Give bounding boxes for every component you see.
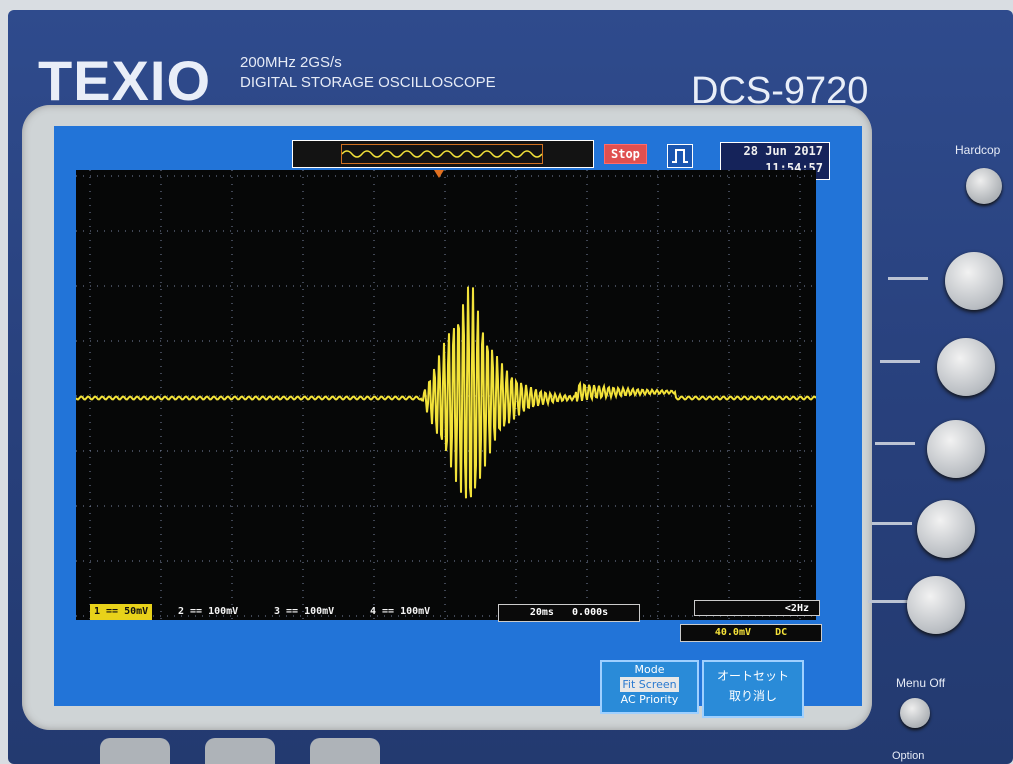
frequency-readout: <2Hz	[694, 600, 820, 616]
channel-status-line: 1 == 50mV 2 == 100mV 3 == 100mV 4 == 100…	[90, 600, 850, 642]
softkey-indicator	[868, 600, 908, 603]
ac-priority-option: AC Priority	[620, 693, 679, 706]
offset-value: 0.000s	[572, 607, 609, 618]
mode-label: Mode	[634, 663, 665, 676]
channel-4-scale: 4 == 100mV	[370, 606, 431, 617]
side-softkey-5[interactable]	[907, 576, 965, 634]
timebase-readout: 20ms 0.000s	[498, 604, 640, 622]
softkey-indicator	[880, 360, 920, 363]
softkey-indicator	[872, 522, 912, 525]
trigger-level: 40.0mV	[714, 627, 751, 638]
memory-window	[341, 144, 543, 164]
waveform-graticule	[76, 170, 816, 620]
waveform-plot	[76, 170, 816, 620]
brand-logo: TEXIO	[38, 49, 212, 112]
channel-3-scale: 3 == 100mV	[274, 606, 335, 617]
spec-line-1: 200MHz 2GS/s	[240, 54, 342, 71]
run-status-badge: Stop	[604, 144, 647, 164]
display-screen: Stop 28 Jun 2017 11:54:57 1 == 50mV 2 ==…	[54, 126, 862, 718]
channel-2-scale: 2 == 100mV	[178, 606, 239, 617]
autoset-undo-softkey[interactable]: オートセット 取り消し	[702, 660, 804, 718]
softkey-indicator	[888, 277, 928, 280]
autoset-label: オートセット	[716, 669, 789, 683]
spec-line-2: DIGITAL STORAGE OSCILLOSCOPE	[240, 74, 496, 91]
softkey-indicator	[875, 442, 915, 445]
hardcopy-button[interactable]	[966, 168, 1002, 204]
coupling-value: DC	[775, 627, 788, 638]
date-text: 28 Jun 2017	[743, 144, 823, 158]
memory-bar	[292, 140, 594, 168]
side-softkey-1[interactable]	[945, 252, 1003, 310]
side-softkey-3[interactable]	[927, 420, 985, 478]
trigger-readout: 40.0mV DC	[680, 624, 822, 642]
undo-label: 取り消し	[728, 689, 777, 703]
hardcopy-label: Hardcop	[955, 143, 1001, 157]
top-status-bar: Stop 28 Jun 2017 11:54:57	[54, 126, 862, 180]
timebase-value: 20ms	[529, 607, 554, 618]
menu-off-label: Menu Off	[896, 676, 946, 690]
pulse-trigger-icon	[667, 144, 693, 168]
option-label: Option	[892, 750, 925, 762]
bottom-softkey-2[interactable]	[205, 738, 275, 764]
channel-1-scale: 1 == 50mV	[90, 604, 153, 620]
memory-waveform-icon	[341, 150, 543, 158]
menu-off-button[interactable]	[900, 698, 930, 728]
bottom-softkey-3[interactable]	[310, 738, 380, 764]
trigger-position-marker	[434, 170, 444, 178]
bottom-softkey-1[interactable]	[100, 738, 170, 764]
mode-softkey[interactable]: Mode Fit Screen AC Priority	[600, 660, 699, 714]
side-softkey-4[interactable]	[917, 500, 975, 558]
waveform-trace	[76, 286, 816, 499]
fit-screen-option: Fit Screen	[620, 677, 679, 692]
side-softkey-2[interactable]	[937, 338, 995, 396]
